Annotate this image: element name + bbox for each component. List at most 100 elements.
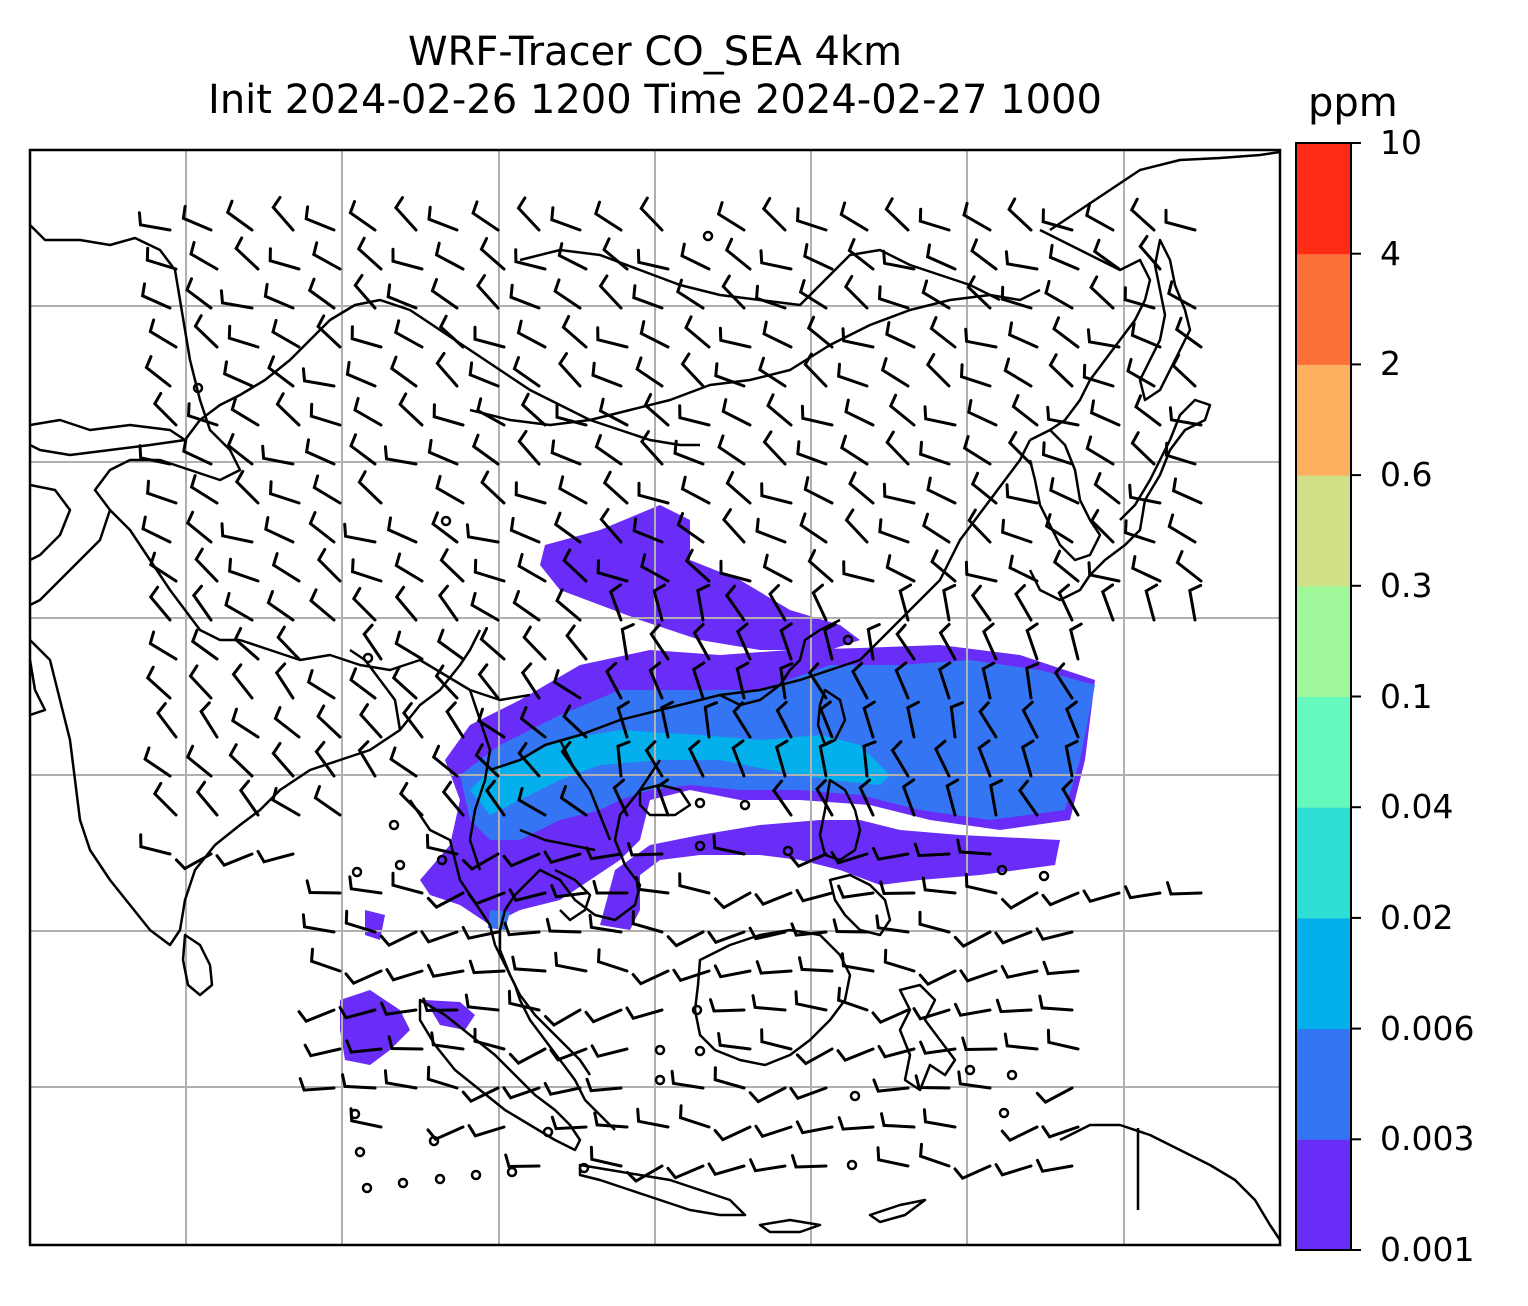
wind-barb — [550, 1115, 588, 1131]
wind-barb — [872, 1078, 910, 1093]
wind-barb — [848, 471, 875, 505]
wind-barb — [938, 622, 957, 661]
wind-barb — [967, 508, 992, 544]
wind-barb — [544, 1008, 582, 1027]
wind-barb — [149, 551, 178, 583]
wind-barb — [435, 474, 465, 505]
wind-barb — [520, 392, 547, 427]
wind-barb — [512, 356, 541, 388]
wind-barb — [188, 664, 213, 700]
wind-barb — [224, 591, 254, 622]
calm-wind-marker — [394, 859, 406, 871]
colorbar-tick-label: 0.001 — [1380, 1230, 1475, 1269]
wind-barb — [584, 1008, 623, 1024]
wind-barb — [818, 700, 834, 739]
wind-barb — [795, 207, 828, 232]
wind-barb — [994, 1163, 1033, 1177]
wind-barb — [304, 438, 336, 466]
wind-barb — [888, 393, 916, 427]
wind-barb — [594, 200, 623, 232]
wind-barb — [977, 739, 992, 778]
wind-barb — [717, 1032, 752, 1051]
colorbar-tick-label: 0.006 — [1380, 1008, 1475, 1048]
coast-malay-peninsula — [498, 909, 592, 1076]
coast-japan — [1028, 398, 1212, 602]
coastlines — [30, 150, 1280, 1241]
wind-barb — [589, 1145, 623, 1168]
wind-barb — [230, 396, 260, 427]
wind-barb — [231, 707, 260, 739]
wind-barb — [883, 948, 916, 973]
wind-barb — [768, 584, 787, 622]
wind-barb — [191, 584, 213, 622]
wind-barb — [775, 700, 793, 739]
calm-wind-marker — [846, 1159, 858, 1171]
wind-barb — [640, 553, 670, 583]
wind-barb — [565, 624, 588, 661]
wind-barb — [895, 623, 916, 661]
wind-barb — [1041, 208, 1074, 232]
coast-iran-oman — [30, 659, 47, 717]
wind-barb — [806, 315, 834, 349]
wind-barb — [468, 361, 500, 388]
wind-barb — [1167, 280, 1197, 310]
wind-barb — [503, 921, 541, 937]
wind-barb — [261, 444, 295, 466]
wind-barb — [271, 195, 295, 232]
wind-barb — [635, 356, 664, 388]
wind-barb — [1044, 279, 1074, 310]
wind-barb — [471, 200, 500, 232]
wind-barb — [507, 989, 541, 1012]
wind-barb — [461, 1086, 500, 1104]
wind-barb — [267, 355, 295, 388]
wind-barb — [847, 238, 875, 271]
wind-barb — [652, 583, 667, 622]
wind-barb — [612, 778, 629, 817]
colorbar-tick-label: 10 — [1380, 123, 1422, 162]
plume-small-patch — [365, 910, 385, 940]
wind-barb — [379, 930, 418, 948]
coast-himalaya-border — [184, 298, 700, 447]
wind-barb — [843, 274, 869, 310]
wind-barb — [554, 951, 588, 973]
wind-barb — [394, 585, 418, 622]
wind-barb — [306, 669, 336, 700]
wind-barb — [1005, 483, 1039, 505]
wind-barb — [1057, 583, 1074, 622]
colorbar-segment — [1296, 475, 1351, 587]
wind-barb — [666, 930, 705, 948]
wind-barb — [268, 247, 301, 271]
wind-barb — [735, 622, 752, 661]
wind-barb — [1130, 321, 1162, 349]
wind-barb — [298, 1077, 336, 1092]
wind-barb — [794, 990, 828, 1012]
wind-barb — [598, 274, 623, 310]
wind-barb — [1003, 357, 1033, 388]
wind-barb — [219, 289, 254, 310]
wind-barb — [774, 739, 789, 778]
wind-barb — [199, 701, 219, 739]
wind-barb — [818, 739, 833, 778]
wind-barb — [357, 470, 383, 505]
wind-barb — [145, 665, 172, 700]
wind-barb — [308, 511, 336, 544]
wind-barb — [632, 517, 664, 544]
border-india-bangladesh — [349, 648, 402, 731]
wind-barb — [193, 314, 219, 349]
wind-barb — [480, 470, 506, 505]
wind-barb — [476, 274, 500, 310]
wind-barb — [266, 590, 295, 622]
wind-barb — [959, 363, 992, 388]
wind-barb — [1017, 779, 1039, 817]
wind-barb — [678, 404, 711, 427]
wind-barb — [383, 445, 418, 466]
calm-wind-marker — [654, 1074, 666, 1086]
wind-barb — [222, 360, 254, 388]
calm-wind-marker — [654, 1044, 666, 1056]
wind-barb — [434, 241, 465, 271]
wind-barb — [593, 1111, 629, 1129]
wind-barb — [1052, 316, 1080, 349]
wind-barb — [898, 583, 913, 622]
wind-barb — [473, 325, 506, 349]
